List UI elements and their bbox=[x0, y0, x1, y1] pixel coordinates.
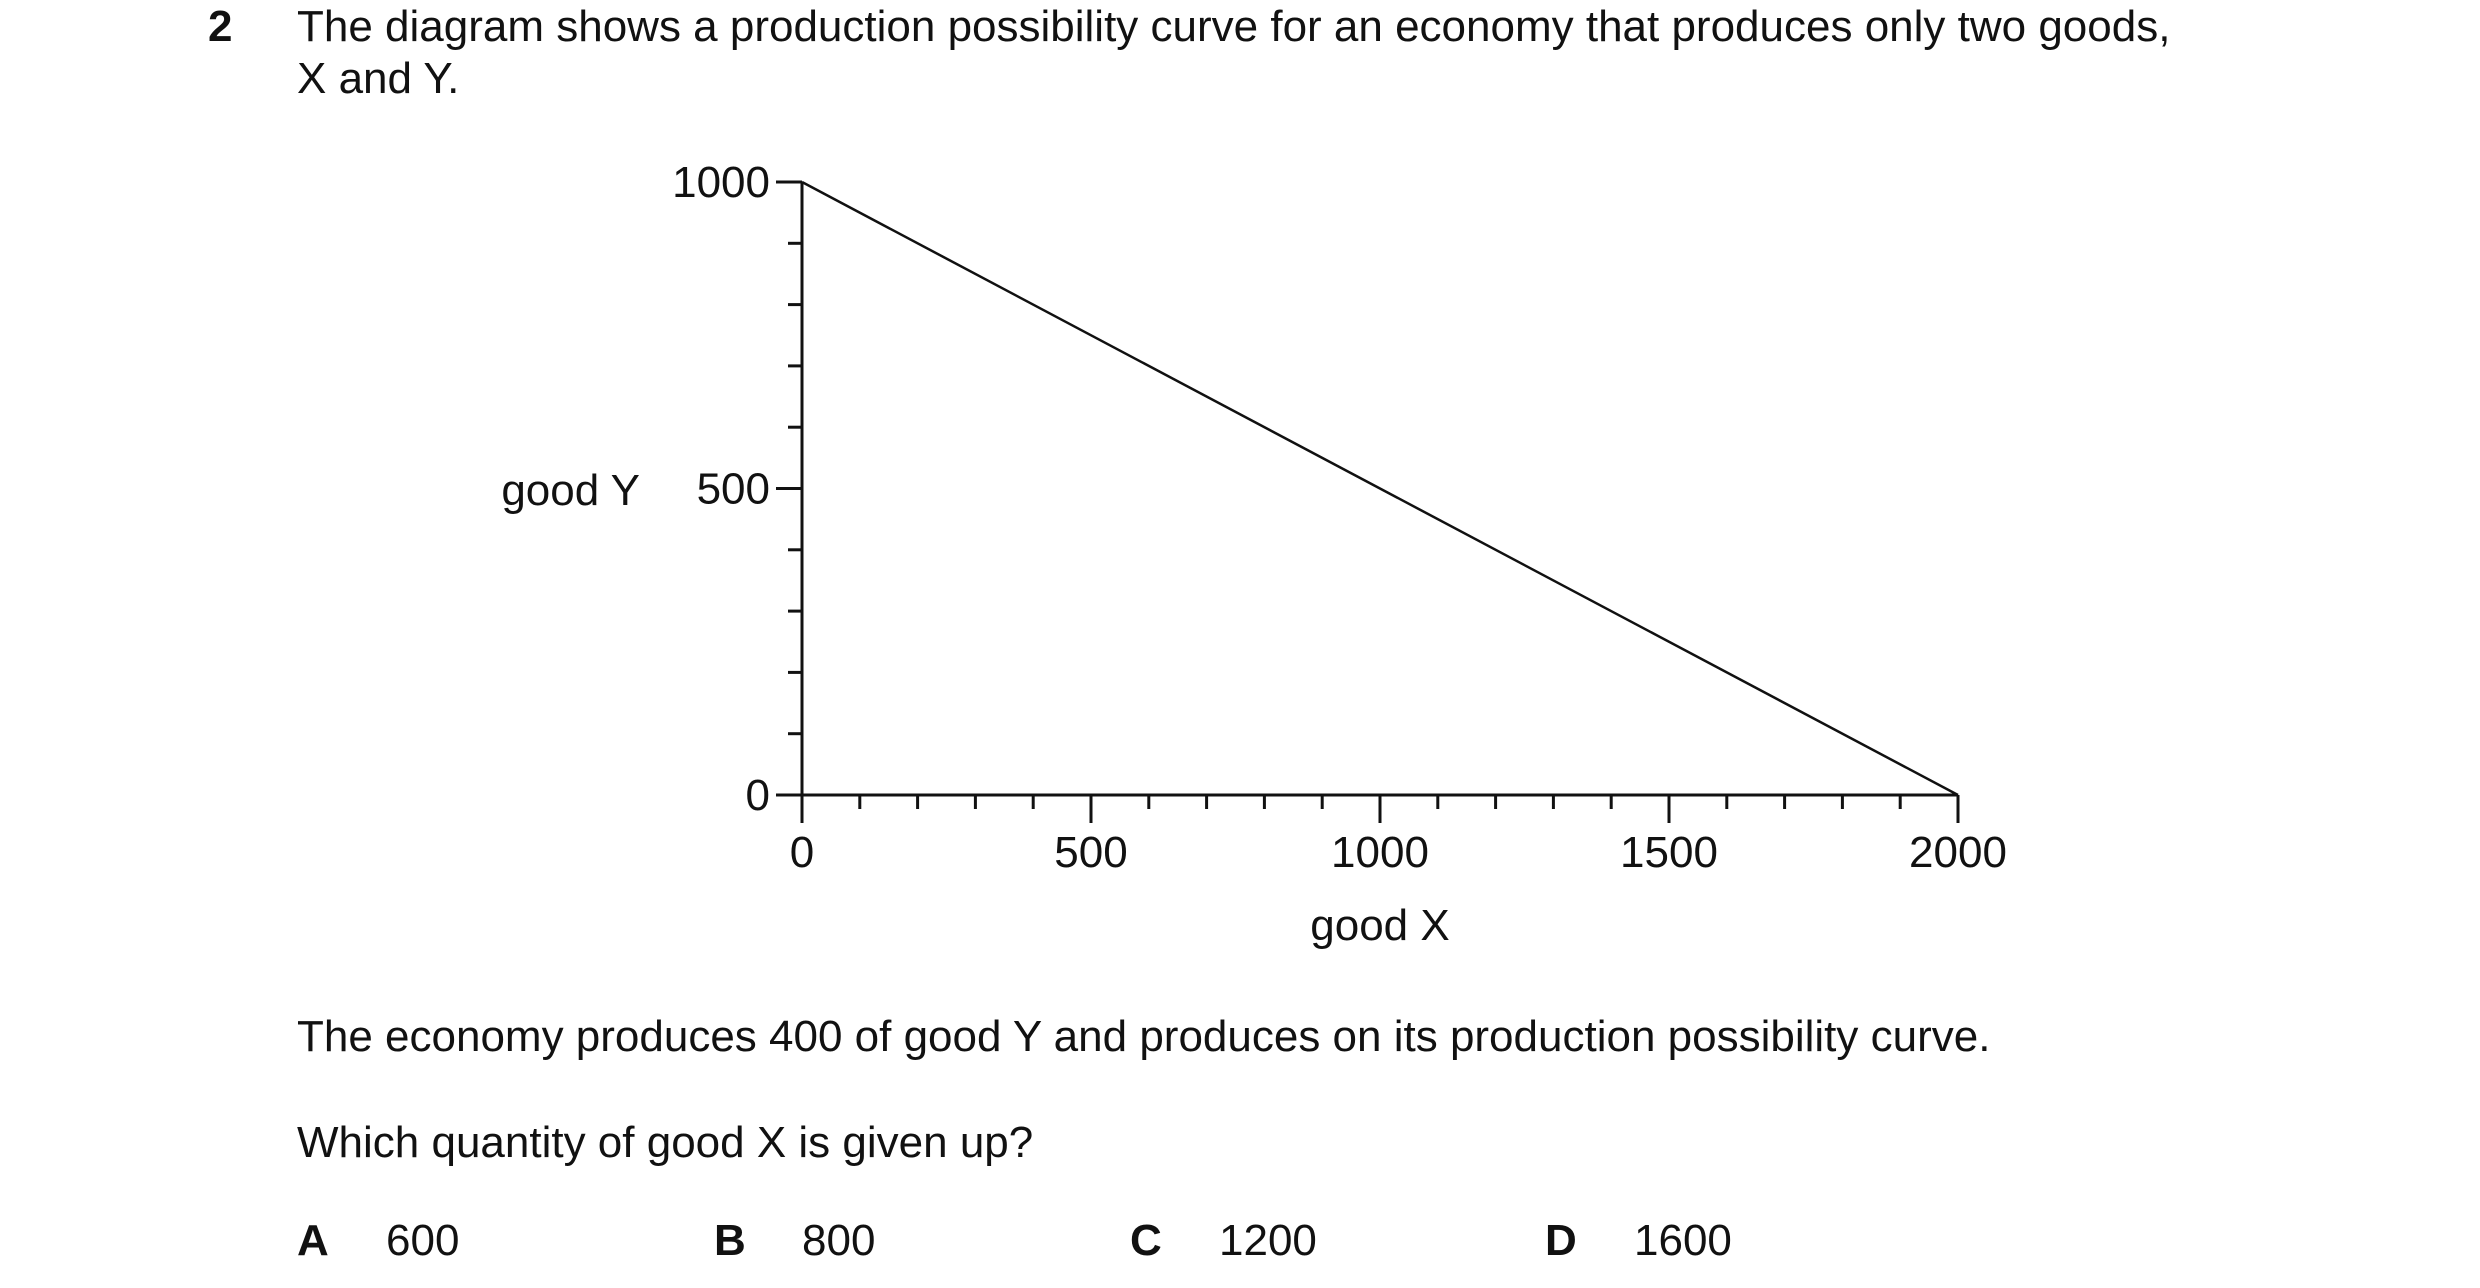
y-tick-label: 1000 bbox=[672, 158, 770, 207]
y-axis-ticks bbox=[776, 180, 802, 797]
option-d-value: 1600 bbox=[1634, 1216, 1732, 1265]
y-axis-tick-labels: 0 500 1000 bbox=[672, 158, 770, 820]
y-axis-label: good Y bbox=[501, 466, 640, 515]
x-axis-tick-labels: 0 500 1000 1500 2000 bbox=[790, 828, 2007, 877]
question-number: 2 bbox=[208, 2, 233, 51]
series-layer bbox=[801, 180, 1959, 797]
option-c-value: 1200 bbox=[1219, 1216, 1317, 1265]
x-axis-label: good X bbox=[1310, 901, 1449, 950]
x-tick-label: 1000 bbox=[1331, 828, 1429, 877]
question-stem-line-2: X and Y. bbox=[297, 54, 460, 103]
y-tick-label: 500 bbox=[697, 465, 770, 514]
x-tick-label: 0 bbox=[790, 828, 814, 877]
y-tick-label: 0 bbox=[746, 771, 770, 820]
question-stem-line-1: The diagram shows a production possibili… bbox=[297, 2, 2171, 51]
x-tick-label: 2000 bbox=[1909, 828, 2007, 877]
option-b-value: 800 bbox=[802, 1216, 876, 1265]
question-statement: The economy produces 400 of good Y and p… bbox=[297, 1012, 1991, 1061]
option-d-letter: D bbox=[1545, 1216, 1577, 1265]
x-axis-ticks bbox=[800, 795, 1960, 823]
option-a-value: 600 bbox=[386, 1216, 460, 1265]
option-c-letter: C bbox=[1130, 1216, 1162, 1265]
ppc-curve bbox=[801, 180, 1959, 797]
option-a-letter: A bbox=[297, 1216, 329, 1265]
option-b-letter: B bbox=[714, 1216, 746, 1265]
x-tick-label: 1500 bbox=[1620, 828, 1718, 877]
x-tick-label: 500 bbox=[1054, 828, 1127, 877]
question-prompt: Which quantity of good X is given up? bbox=[297, 1118, 1034, 1167]
